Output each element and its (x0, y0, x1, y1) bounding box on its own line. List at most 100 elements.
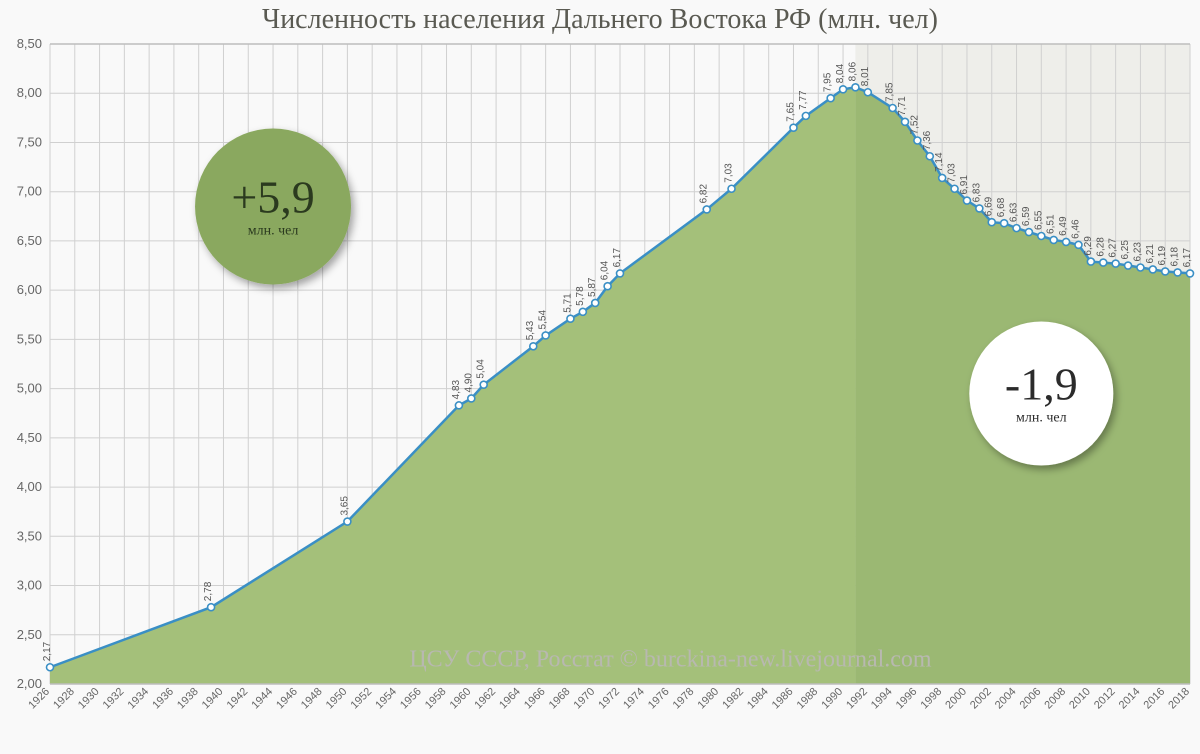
svg-text:1932: 1932 (101, 686, 127, 712)
data-point-label: 3,65 (339, 496, 350, 516)
svg-text:1978: 1978 (671, 686, 697, 712)
svg-text:1950: 1950 (324, 686, 350, 712)
svg-text:1928: 1928 (51, 686, 77, 712)
data-point-label: 7,85 (885, 82, 896, 102)
data-point-label: 6,55 (1033, 210, 1044, 230)
data-point-label: 2,78 (203, 581, 214, 601)
data-point-label: 6,17 (612, 248, 623, 268)
svg-text:1946: 1946 (274, 686, 300, 712)
svg-text:2004: 2004 (993, 686, 1019, 712)
svg-text:1942: 1942 (225, 686, 251, 712)
data-point-label: 7,14 (934, 152, 945, 172)
data-point-label: 6,27 (1108, 238, 1119, 258)
svg-text:2,00: 2,00 (17, 676, 42, 691)
data-point-label: 6,29 (1083, 236, 1094, 256)
callout-growth-value: +5,9 (231, 171, 314, 222)
svg-text:2010: 2010 (1067, 686, 1093, 712)
data-point-label: 5,78 (575, 286, 586, 306)
data-point-label: 7,36 (922, 130, 933, 150)
svg-text:5,00: 5,00 (17, 381, 42, 396)
svg-text:1962: 1962 (472, 686, 498, 712)
svg-text:2002: 2002 (968, 686, 994, 712)
svg-text:1986: 1986 (770, 686, 796, 712)
data-point-label: 5,87 (587, 277, 598, 297)
chart-container: Численность населения Дальнего Востока Р… (0, 0, 1200, 754)
data-point-label: 6,04 (600, 260, 611, 280)
svg-text:7,00: 7,00 (17, 184, 42, 199)
svg-text:1992: 1992 (844, 686, 870, 712)
svg-text:1956: 1956 (398, 686, 424, 712)
svg-text:2016: 2016 (1142, 686, 1168, 712)
svg-text:6,50: 6,50 (17, 233, 42, 248)
callout-decline-value: -1,9 (1005, 359, 1078, 410)
svg-text:4,00: 4,00 (17, 479, 42, 494)
svg-text:1948: 1948 (299, 686, 325, 712)
watermark: ЦСУ СССР, Росстат © burckina-new.livejou… (409, 646, 932, 672)
data-point-label: 6,51 (1046, 214, 1057, 234)
data-point-label: 6,17 (1182, 248, 1193, 268)
callout-growth-unit: млн. чел (248, 223, 299, 238)
svg-text:1990: 1990 (819, 686, 845, 712)
svg-text:3,00: 3,00 (17, 578, 42, 593)
svg-text:1964: 1964 (497, 686, 523, 712)
svg-text:2,50: 2,50 (17, 627, 42, 642)
data-point-label: 7,52 (909, 115, 920, 135)
data-point-label: 2,17 (42, 641, 53, 661)
data-point-label: 7,03 (724, 163, 735, 183)
svg-text:1968: 1968 (547, 686, 573, 712)
svg-text:5,50: 5,50 (17, 331, 42, 346)
svg-text:1998: 1998 (918, 686, 944, 712)
svg-text:1982: 1982 (720, 686, 746, 712)
data-point-label: 5,43 (525, 320, 536, 340)
svg-text:1938: 1938 (175, 686, 201, 712)
svg-text:1994: 1994 (869, 686, 895, 712)
svg-text:8,50: 8,50 (17, 36, 42, 51)
data-point-label: 7,95 (823, 72, 834, 92)
svg-text:1934: 1934 (125, 686, 151, 712)
data-point-label: 5,54 (538, 310, 549, 330)
svg-text:1996: 1996 (894, 686, 920, 712)
svg-text:1980: 1980 (695, 686, 721, 712)
svg-text:1930: 1930 (76, 686, 102, 712)
data-point-label: 7,03 (947, 163, 958, 183)
data-point-label: 4,90 (463, 373, 474, 393)
data-point-label: 6,23 (1132, 242, 1143, 262)
data-point-label: 6,69 (984, 196, 995, 216)
svg-text:1936: 1936 (150, 686, 176, 712)
svg-text:2014: 2014 (1117, 686, 1143, 712)
svg-text:1988: 1988 (795, 686, 821, 712)
svg-text:7,50: 7,50 (17, 134, 42, 149)
data-point-label: 6,83 (971, 183, 982, 203)
data-point-label: 6,63 (1009, 202, 1020, 222)
svg-text:1974: 1974 (621, 686, 647, 712)
data-point-label: 6,68 (996, 197, 1007, 217)
data-point-label: 7,77 (798, 90, 809, 110)
svg-text:4,50: 4,50 (17, 430, 42, 445)
data-point-label: 8,04 (835, 63, 846, 83)
svg-text:2018: 2018 (1166, 686, 1192, 712)
data-point-label: 6,59 (1021, 206, 1032, 226)
data-point-label: 6,91 (959, 175, 970, 195)
svg-text:1958: 1958 (423, 686, 449, 712)
svg-text:1976: 1976 (646, 686, 672, 712)
svg-text:2006: 2006 (1018, 686, 1044, 712)
data-point-label: 6,46 (1070, 219, 1081, 239)
svg-text:2008: 2008 (1042, 686, 1068, 712)
svg-text:1954: 1954 (373, 686, 399, 712)
data-point-label: 6,19 (1157, 246, 1168, 266)
svg-text:1952: 1952 (348, 686, 374, 712)
data-point-label: 5,71 (562, 293, 573, 313)
svg-text:2012: 2012 (1092, 686, 1118, 712)
plot-area: 2,172,783,654,834,905,045,435,545,715,78… (50, 44, 1190, 712)
data-point-label: 4,83 (451, 379, 462, 399)
data-point-label: 6,49 (1058, 216, 1069, 236)
data-point-label: 6,28 (1095, 237, 1106, 257)
svg-text:1960: 1960 (448, 686, 474, 712)
svg-text:1970: 1970 (572, 686, 598, 712)
chart-svg: 2,172,783,654,834,905,045,435,545,715,78… (50, 44, 1190, 712)
data-point-label: 8,01 (860, 66, 871, 86)
svg-text:1944: 1944 (249, 686, 275, 712)
callout-decline-unit: млн. чел (1016, 411, 1067, 426)
data-point-label: 5,04 (476, 359, 487, 379)
svg-text:8,00: 8,00 (17, 85, 42, 100)
